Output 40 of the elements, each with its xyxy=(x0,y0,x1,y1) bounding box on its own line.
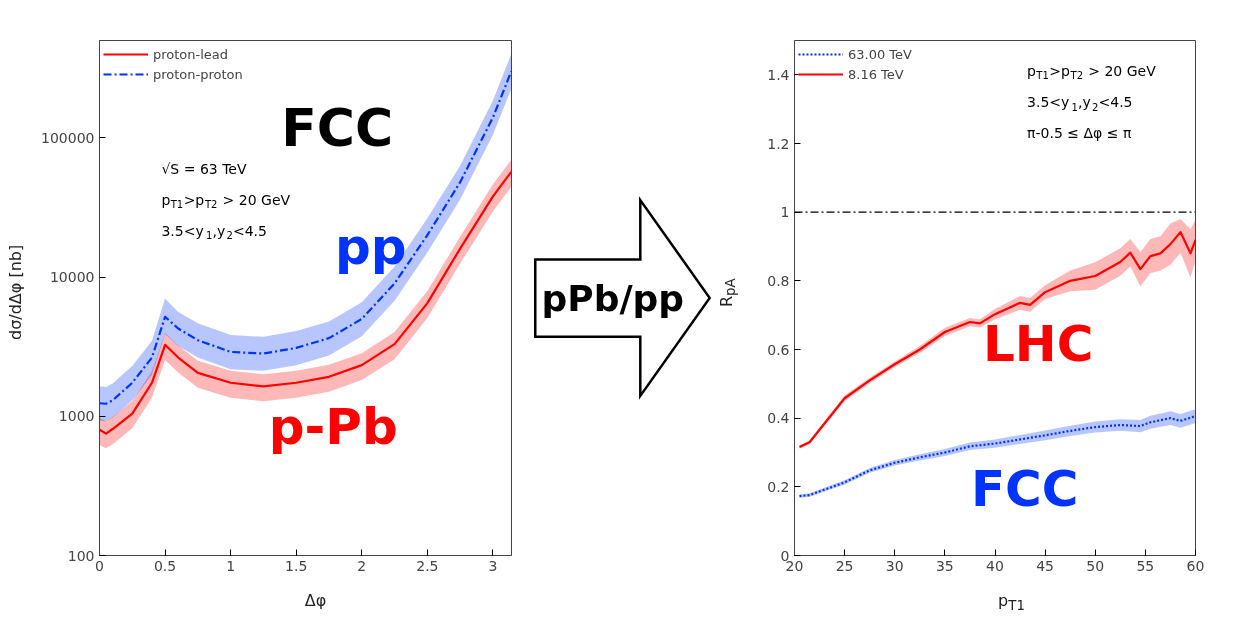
y-tick-label: 0.6 xyxy=(767,341,790,358)
x-tick-label: 30 xyxy=(885,557,904,574)
x-tick-label: 50 xyxy=(1086,557,1105,574)
x-tick-label: 2.5 xyxy=(416,557,439,574)
x-tick-label: 1.5 xyxy=(285,557,308,574)
y-axis-title: dσ/dΔφ [nb] xyxy=(5,244,26,341)
y-tick-label: 1.2 xyxy=(767,135,790,152)
x-tick-label: 0.5 xyxy=(153,557,177,574)
x-tick-label: 45 xyxy=(1036,557,1055,574)
annotation: p-Pb xyxy=(268,397,398,456)
y-tick-label: 1 xyxy=(780,204,790,221)
y-tick-label: 1000 xyxy=(58,408,95,425)
y-tick-label: 1.4 xyxy=(767,66,790,83)
x-tick-label: 2 xyxy=(357,557,367,574)
x-tick-label: 25 xyxy=(835,557,854,574)
annotation: π-0.5 ≤ Δφ ≤ π xyxy=(1027,125,1132,142)
y-tick-label: 0.4 xyxy=(767,410,790,427)
annotation: pp xyxy=(334,217,407,276)
x-tick-label: 55 xyxy=(1136,557,1155,574)
legend-label: 8.16 TeV xyxy=(848,66,904,82)
annotation: FCC xyxy=(281,98,394,159)
text: p$_{T1}$ xyxy=(998,591,1025,614)
y-tick-label: 100000 xyxy=(41,129,95,146)
x-tick-label: 1 xyxy=(226,557,236,574)
y-tick-label: 10000 xyxy=(49,269,95,286)
legend-label: 63.00 TeV xyxy=(848,46,912,62)
y-tick-label: 0.8 xyxy=(767,272,790,289)
x-tick-label: 40 xyxy=(986,557,1004,574)
x-tick-label: 60 xyxy=(1186,557,1205,574)
legend-label: proton-lead xyxy=(153,46,229,62)
y-tick-label: 0.2 xyxy=(767,478,790,495)
annotation: LHC xyxy=(982,315,1094,374)
x-axis-title: Δφ xyxy=(304,590,327,612)
text: pPb/pp xyxy=(541,277,685,319)
annotation: FCC xyxy=(970,459,1079,518)
x-tick-label: 35 xyxy=(935,557,954,574)
y-tick-label: 100 xyxy=(67,547,95,564)
legend-label: proton-proton xyxy=(153,66,243,82)
x-tick-label: 3 xyxy=(488,557,498,574)
annotation: √S = 63 TeV xyxy=(161,161,247,178)
